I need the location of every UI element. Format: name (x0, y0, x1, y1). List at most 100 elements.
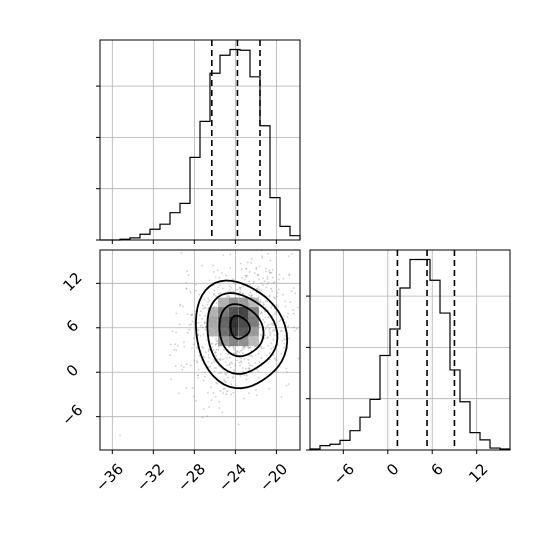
scatter-point (245, 374, 248, 377)
scatter-point (178, 323, 181, 326)
scatter-point (269, 271, 272, 274)
scatter-point (267, 323, 270, 326)
scatter-point (181, 305, 184, 308)
scatter-point (201, 416, 204, 419)
scatter-point (212, 264, 214, 267)
scatter-point (260, 289, 263, 292)
scatter-point (203, 321, 206, 324)
scatter-point (207, 360, 210, 363)
scatter-point (262, 304, 265, 307)
density-cell-1 (228, 297, 239, 308)
scatter-point (219, 358, 222, 361)
scatter-point (228, 363, 231, 366)
scatter-point (243, 358, 246, 360)
scatter-point (197, 368, 200, 371)
scatter-point (207, 301, 210, 303)
scatter-point (255, 268, 258, 270)
scatter-point (254, 354, 257, 357)
scatter-point (213, 289, 216, 292)
scatter-point (287, 312, 289, 315)
scatter-point (248, 271, 251, 273)
scatter-point (213, 293, 216, 295)
scatter-point (215, 302, 218, 304)
scatter-point (177, 392, 180, 395)
scatter-point (297, 306, 299, 309)
scatter-point (279, 319, 282, 321)
scatter-point (208, 406, 210, 408)
scatter-point (210, 343, 213, 345)
scatter-point (286, 371, 288, 373)
scatter-point (286, 243, 288, 245)
density-cell-10 (218, 316, 229, 327)
scatter-point (197, 374, 199, 377)
scatter-point (239, 291, 242, 294)
scatter-point (275, 359, 278, 361)
scatter-point (201, 345, 204, 348)
scatter-point (268, 269, 271, 272)
scatter-point (247, 346, 250, 349)
scatter-point (189, 314, 192, 316)
scatter-point (231, 452, 233, 454)
scatter-point (275, 310, 278, 313)
scatter-point (193, 395, 195, 398)
scatter-point (269, 334, 272, 337)
density-cell-9 (207, 316, 218, 327)
scatter-point (248, 368, 251, 371)
scatter-point (284, 305, 287, 308)
scatter-point (266, 282, 269, 285)
scatter-point (202, 379, 205, 382)
density-cell-4 (207, 307, 218, 318)
scatter-point (277, 288, 280, 291)
scatter-point (227, 295, 230, 297)
scatter-point (246, 274, 249, 277)
scatter-point (242, 346, 244, 348)
right-hist-xtick-label-0: −6 (330, 460, 358, 488)
scatter-point (216, 269, 219, 272)
scatter-point (223, 387, 226, 390)
scatter-point (196, 346, 199, 349)
scatter-point (273, 281, 276, 284)
scatter-point (283, 315, 285, 317)
scatter-point (249, 291, 252, 294)
scatter-point (265, 300, 267, 302)
scatter-point (186, 270, 188, 273)
scatter-point (292, 312, 295, 315)
scatter-point (187, 331, 189, 334)
scatter-point (235, 350, 238, 353)
scatter-point (199, 310, 202, 313)
scatter-point (257, 352, 260, 355)
scatter-point (264, 334, 267, 337)
scatter-point (247, 347, 250, 350)
scatter-point (226, 372, 229, 374)
scatter-ytick-label-2: 6 (63, 317, 82, 336)
scatter-point (267, 281, 270, 284)
scatter-point (313, 274, 315, 276)
scatter-point (208, 299, 211, 301)
scatter-point (243, 347, 246, 350)
density-cell-6 (228, 307, 239, 318)
scatter-point (287, 325, 290, 328)
scatter-point (228, 288, 231, 291)
scatter-point (288, 273, 290, 276)
scatter-point (200, 324, 202, 327)
scatter-point (232, 290, 235, 293)
scatter-clip-group (119, 243, 315, 454)
scatter-point (268, 352, 271, 355)
scatter-point (193, 359, 196, 362)
scatter-point (215, 381, 217, 384)
scatter-point (242, 292, 244, 295)
scatter-point (203, 298, 205, 301)
scatter-point (214, 352, 217, 354)
scatter-point (271, 290, 274, 292)
scatter-point (259, 312, 262, 315)
scatter-point (218, 400, 221, 403)
scatter-point (197, 374, 199, 377)
scatter-point (208, 279, 211, 282)
scatter-point (223, 380, 226, 383)
scatter-point (180, 364, 183, 367)
scatter-point (247, 367, 250, 370)
scatter-point (213, 370, 216, 373)
scatter-point (257, 273, 259, 276)
density-cell-14 (207, 326, 218, 337)
scatter-point (264, 310, 266, 313)
